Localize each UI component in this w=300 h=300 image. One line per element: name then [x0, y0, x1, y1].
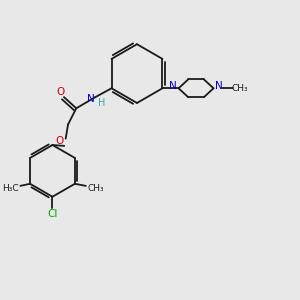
- Text: O: O: [56, 87, 64, 97]
- Text: H: H: [98, 98, 106, 108]
- Text: H₃C: H₃C: [2, 184, 18, 193]
- Text: CH₃: CH₃: [87, 184, 104, 193]
- Text: O: O: [56, 136, 64, 146]
- Text: N: N: [215, 81, 223, 91]
- Text: Cl: Cl: [47, 209, 58, 219]
- Text: CH₃: CH₃: [232, 84, 248, 93]
- Text: N: N: [87, 94, 94, 104]
- Text: N: N: [169, 81, 177, 91]
